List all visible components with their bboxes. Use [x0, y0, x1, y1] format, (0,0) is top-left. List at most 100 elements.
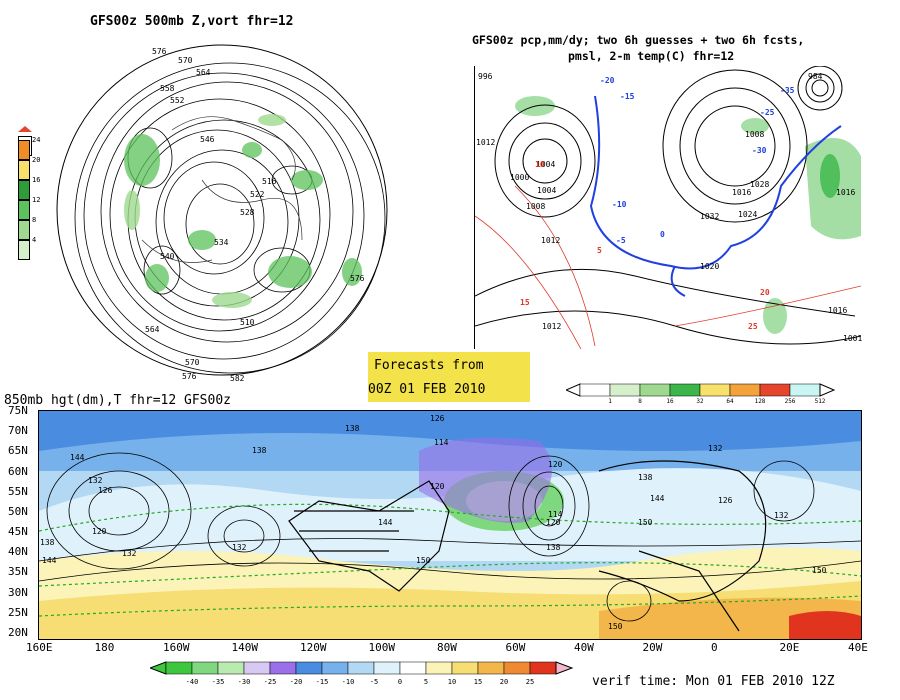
scale-arrow-right	[819, 383, 836, 397]
panel-a-contour-label: 516	[262, 177, 277, 186]
scale-swatch	[295, 661, 323, 675]
panel-c-contour-label: 126	[430, 414, 445, 423]
scale-swatch	[639, 383, 671, 397]
scale-label: -15	[316, 678, 329, 686]
temp-scale-svg: -40 -35 -30 -25 -20 -15 -10 -5 0 5 10 15 20 25	[148, 661, 574, 686]
scale-swatch	[669, 383, 701, 397]
panel-b-contour-label: 1004	[536, 160, 556, 169]
scale-swatch	[18, 140, 30, 160]
panel-c-contour-label: 114	[434, 438, 449, 447]
panel-a-contour-label: 576	[350, 274, 365, 283]
scale-label: 32	[696, 398, 704, 404]
panel-a-contour-label: 540	[160, 252, 175, 261]
scale-swatch	[191, 661, 219, 675]
panel-a-contour-label: 522	[250, 190, 265, 199]
scale-swatch	[609, 383, 641, 397]
coastlines-borders	[288, 460, 767, 632]
panel-b-contour-label: 984	[808, 72, 823, 81]
panel-c-contour-label: 150	[638, 518, 653, 527]
panel-b-colorbar: 1 8 16 32 64 128 256 512	[564, 382, 856, 408]
lat-label: 35N	[8, 565, 28, 579]
panel-a-contour-label: 552	[170, 96, 185, 105]
scale-label: -25	[264, 678, 277, 686]
scale-label: 128	[755, 398, 766, 404]
lon-label: 140W	[231, 641, 259, 654]
panel-c-contour-label: 126	[718, 496, 733, 505]
scale-label: 24	[32, 136, 41, 144]
scale-label: 8	[638, 398, 642, 404]
lon-label: 160W	[163, 641, 190, 654]
scale-swatch	[729, 383, 761, 397]
panel-b-temp-label: 25	[748, 322, 758, 331]
scale-swatch	[759, 383, 791, 397]
panel-b-contour-label: 1012	[541, 236, 561, 245]
panel-b-contour-label: 1001	[843, 334, 863, 343]
scale-swatch	[18, 180, 30, 200]
precip-scale-svg: 1 8 16 32 64 128 256 512	[564, 383, 836, 405]
height-contours	[39, 452, 861, 622]
scale-swatch	[699, 383, 731, 397]
panel-b-title-line2: pmsl, 2-m temp(C) fhr=12	[568, 49, 735, 63]
lon-label: 20E	[779, 641, 800, 654]
panel-a-map	[52, 40, 392, 380]
lon-label: 40W	[574, 641, 594, 654]
panel-c-contour-label: 138	[345, 424, 360, 433]
scale-label: 12	[32, 196, 41, 204]
panel-b-contour-label: 1028	[750, 180, 770, 189]
scale-swatch	[18, 220, 30, 240]
lat-label: 25N	[8, 605, 28, 619]
scale-label: -5	[370, 678, 378, 686]
freezing-line	[589, 95, 842, 297]
lon-label: 0	[711, 641, 718, 654]
panel-a-contour-label: 510	[240, 318, 255, 327]
panel-b-contour-label: 1020	[700, 262, 720, 271]
lat-label: 50N	[8, 504, 28, 518]
panel-b-temp-label: 5	[597, 246, 602, 255]
lon-label: 20W	[642, 641, 663, 654]
scale-swatch	[18, 160, 30, 180]
scale-swatch	[217, 661, 245, 675]
lon-label: 100W	[368, 641, 396, 654]
panel-b-temp-label: -15	[620, 92, 635, 101]
scale-label: 4	[32, 236, 37, 244]
temp-contours-warm	[475, 185, 861, 349]
panel-c-contour-label: 120	[548, 460, 563, 469]
scale-label: -10	[342, 678, 355, 686]
panel-b-temp-label: -35	[780, 86, 795, 95]
panel-b-temp-label: -20	[600, 76, 615, 85]
scale-label: -35	[212, 678, 225, 686]
lat-label: 70N	[8, 424, 28, 438]
scale-swatch	[477, 661, 505, 675]
lat-label: 75N	[8, 404, 28, 417]
forecast-line1: Forecasts from	[374, 358, 484, 373]
scale-swatch	[579, 383, 611, 397]
scale-swatch	[243, 661, 271, 675]
panel-c-contour-label: 144	[70, 453, 85, 462]
panel-a-contour-label: 564	[145, 325, 160, 334]
panel-b-temp-label: -25	[760, 108, 775, 117]
scale-label: 64	[726, 398, 734, 404]
scale-label: 16	[666, 398, 674, 404]
scale-label: 0	[398, 678, 402, 686]
scale-swatch	[321, 661, 349, 675]
panel-b-temp-label: -5	[616, 236, 626, 245]
panel-b-contour-label: 1000	[510, 173, 530, 182]
panel-c-contour-label: 114	[548, 510, 563, 519]
panel-a-contour-label: 570	[178, 56, 193, 65]
panel-b-map	[474, 66, 861, 349]
polar-map-svg	[56, 44, 388, 376]
scale-label: 10	[448, 678, 456, 686]
scale-label: -30	[238, 678, 251, 686]
panel-a-contour-label: 534	[214, 238, 229, 247]
scale-swatch	[18, 240, 30, 260]
lat-label: 20N	[8, 626, 28, 639]
scale-label: 5	[424, 678, 428, 686]
panel-b-temp-label: 0	[660, 230, 665, 239]
scale-swatch	[269, 661, 297, 675]
panel-a-contour-label: 570	[185, 358, 200, 367]
panel-b-temp-label: 15	[520, 298, 530, 307]
pmsl-map-svg	[475, 66, 861, 349]
forecast-box: Forecasts from 00Z 01 FEB 2010	[368, 352, 530, 402]
panel-b-contour-label: 1008	[526, 202, 546, 211]
panel-b-contour-label: 1008	[745, 130, 765, 139]
